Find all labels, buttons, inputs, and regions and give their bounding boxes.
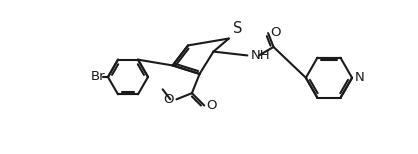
Text: NH: NH xyxy=(250,49,270,62)
Text: O: O xyxy=(206,99,217,112)
Text: S: S xyxy=(233,21,242,36)
Text: O: O xyxy=(164,93,174,106)
Text: Br: Br xyxy=(91,71,105,83)
Text: N: N xyxy=(355,71,365,84)
Text: O: O xyxy=(270,26,281,39)
